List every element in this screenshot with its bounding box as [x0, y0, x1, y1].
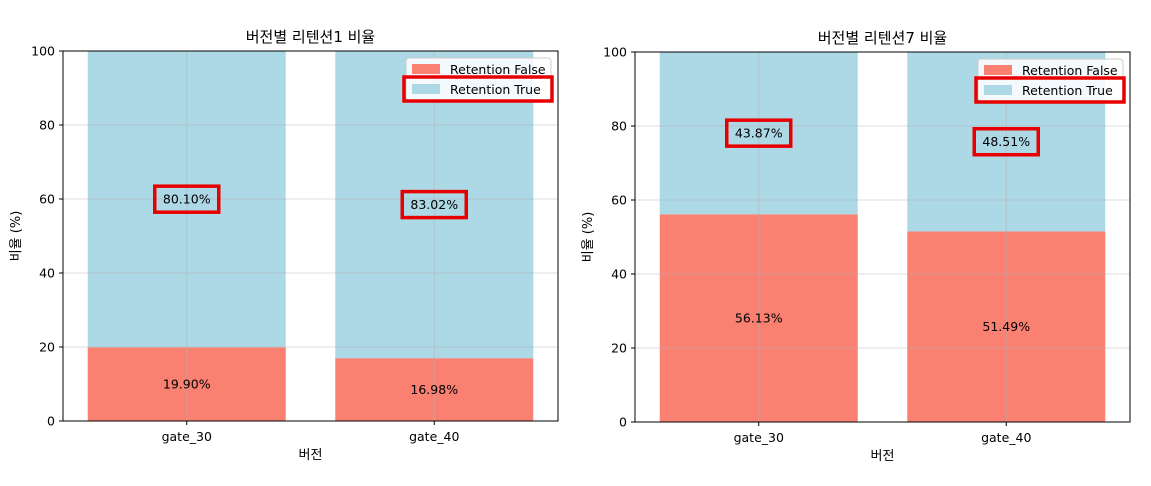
legend-swatch [412, 64, 440, 74]
y-tick-label: 80 [611, 119, 627, 134]
chart-panel-1: 19.90% 16.98% 80.10% 83.02% 0 20 40 60 80 100 gate… [9, 28, 559, 463]
legend-label: Retention True [450, 82, 541, 97]
y-tick-label: 100 [603, 45, 627, 60]
x-axis-label: 버전 [871, 449, 895, 464]
y-tick-label: 80 [39, 118, 55, 133]
y-axis-label: 비율 (%) [9, 211, 24, 262]
y-tick-label: 20 [39, 340, 55, 355]
legend-label: Retention False [450, 62, 546, 77]
highlight-box [153, 184, 221, 214]
y-tick-label: 40 [611, 267, 627, 282]
data-label: 19.90% [163, 377, 211, 392]
data-label: 16.98% [410, 382, 458, 397]
highlight-box [972, 126, 1040, 157]
highlight-box [400, 189, 468, 220]
data-label: 51.49% [982, 319, 1030, 334]
legend: Retention False Retention True [402, 57, 554, 103]
y-tick-label: 60 [39, 192, 55, 207]
y-tick-label: 0 [619, 415, 627, 430]
legend-highlight-box [402, 75, 554, 103]
legend-swatch [984, 85, 1012, 95]
y-axis-label: 비율 (%) [581, 212, 596, 263]
x-tick-label: gate_30 [162, 429, 212, 444]
y-tick-label: 0 [47, 414, 55, 429]
x-tick-label: gate_30 [734, 430, 784, 445]
legend-label: Retention True [1022, 83, 1113, 98]
x-tick-label: gate_40 [981, 430, 1031, 445]
data-label: 80.10% [163, 192, 211, 207]
chart-title: 버전별 리텐션7 비율 [818, 29, 947, 47]
data-label: 48.51% [982, 134, 1030, 149]
legend-label: Retention False [1022, 63, 1118, 78]
y-tick-label: 40 [39, 266, 55, 281]
data-label: 56.13% [735, 311, 783, 326]
chart-panel-2: 56.13% 51.49% 43.87% 48.51% 0 20 40 60 80 100 gate… [581, 29, 1131, 464]
legend: Retention False Retention True [974, 58, 1126, 104]
plot-frame [634, 51, 1131, 423]
y-tick-label: 100 [31, 44, 55, 59]
data-label: 83.02% [410, 197, 458, 212]
plot-frame [62, 50, 559, 422]
x-tick-label: gate_40 [409, 429, 459, 444]
legend-swatch [984, 65, 1012, 75]
x-axis-label: 버전 [299, 448, 323, 463]
legend-swatch [412, 84, 440, 94]
chart-title: 버전별 리텐션1 비율 [246, 28, 375, 46]
data-label: 43.87% [735, 126, 783, 141]
highlight-box [725, 118, 793, 148]
legend-highlight-box [974, 76, 1126, 104]
y-tick-label: 60 [611, 193, 627, 208]
y-tick-label: 20 [611, 341, 627, 356]
